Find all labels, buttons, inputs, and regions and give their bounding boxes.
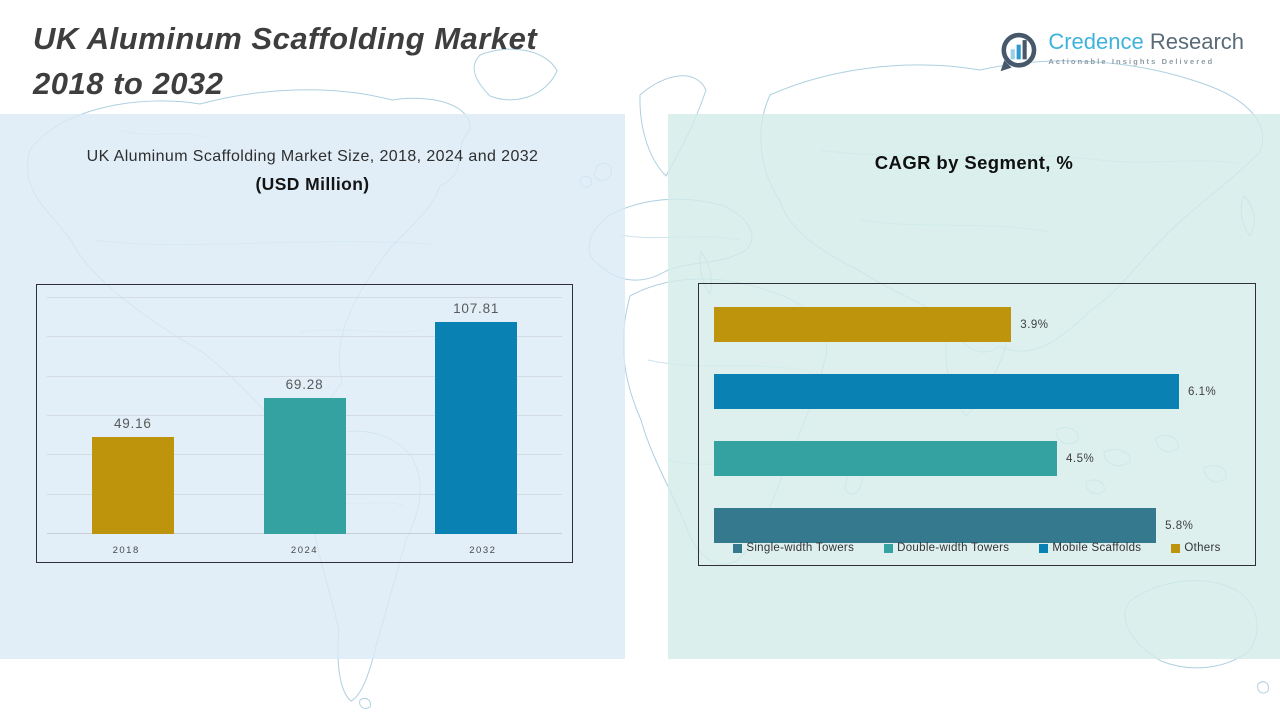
x-axis-label: 2024 [290,545,319,556]
bar-value-label: 107.81 [453,300,500,316]
cagr-bar-Double-width Towers [714,441,1058,476]
cagr-bar-chart: 3.9% 6.1% 4.5% 5.8% Single-width Towers Doub… [698,283,1256,566]
cagr-row-Others: 3.9% [714,307,1240,342]
cagr-bar-rows: 3.9% 6.1% 4.5% 5.8% [714,307,1240,543]
bar-2024 [263,397,346,534]
cagr-chart-title: CAGR by Segment, % [874,152,1074,173]
legend-swatch-icon [1171,543,1181,553]
page-title-line2: 2018 to 2032 [33,66,224,101]
page-title-line1: UK Aluminum Scaffolding Market [33,21,538,56]
x-axis-label: 2018 [112,545,140,556]
legend-label: Double-width Towers [897,542,1010,554]
cagr-value-label: 4.5% [1066,452,1095,465]
logo-brand-primary: Credence [1048,29,1144,54]
page-title: UK Aluminum Scaffolding Market 2018 to 2… [33,16,537,106]
cagr-row-Mobile Scaffolds: 6.1% [714,374,1240,409]
legend-item: Mobile Scaffolds [1039,542,1141,554]
gridline [47,297,562,298]
market-size-chart-header: UK Aluminum Scaffolding Market Size, 201… [0,148,625,195]
cagr-bar-Mobile Scaffolds [714,374,1179,409]
cagr-legend: Single-width Towers Double-width Towers Mo… [699,542,1255,554]
legend-label: Single-width Towers [746,542,855,554]
legend-item: Single-width Towers [733,542,854,554]
bar-group-2024: 69.28 [219,298,391,534]
gridline [47,336,562,338]
logo-brand: Credence Research [1048,30,1244,54]
market-size-chart-subtitle: (USD Million) [255,174,370,194]
market-size-bar-chart: 49.16 69.28 107.81 2018 2024 2032 [36,284,573,563]
legend-swatch-icon [884,543,894,553]
bar-chart-bubble-icon [1000,32,1037,72]
cagr-value-label: 3.9% [1020,318,1049,331]
cagr-row-Single-width Towers: 5.8% [714,508,1240,543]
x-axis-label: 2032 [469,545,497,556]
legend-swatch-icon [733,543,743,553]
cagr-value-label: 5.8% [1165,519,1194,532]
market-size-plot-area: 49.16 69.28 107.81 [47,297,562,534]
legend-label: Mobile Scaffolds [1052,542,1142,554]
bar-group-2018: 49.16 [47,298,219,534]
bar-2032 [435,321,518,534]
bar-value-label: 69.28 [285,376,324,392]
logo-brand-secondary: Research [1149,29,1244,54]
legend-label: Others [1184,542,1221,554]
market-size-x-axis-labels: 2018 2024 2032 [37,545,572,556]
legend-swatch-icon [1039,543,1049,553]
legend-item: Others [1171,542,1220,554]
cagr-row-Double-width Towers: 4.5% [714,441,1240,476]
legend-item: Double-width Towers [884,542,1009,554]
bar-group-2032: 107.81 [390,298,562,534]
bar-value-label: 49.16 [113,416,152,432]
left-panel-background [0,114,625,659]
cagr-bar-Single-width Towers [714,508,1157,543]
credence-research-logo: Credence Research Actionable Insights De… [996,30,1244,74]
gridline [47,375,562,377]
cagr-bar-Others [714,307,1012,342]
bar-2018 [91,437,174,534]
cagr-value-label: 6.1% [1188,385,1217,398]
market-size-chart-title: UK Aluminum Scaffolding Market Size, 201… [86,148,539,165]
logo-text: Credence Research Actionable Insights De… [1048,30,1244,67]
logo-tagline: Actionable Insights Delivered [1048,57,1215,66]
market-size-columns: 49.16 69.28 107.81 [47,298,562,534]
